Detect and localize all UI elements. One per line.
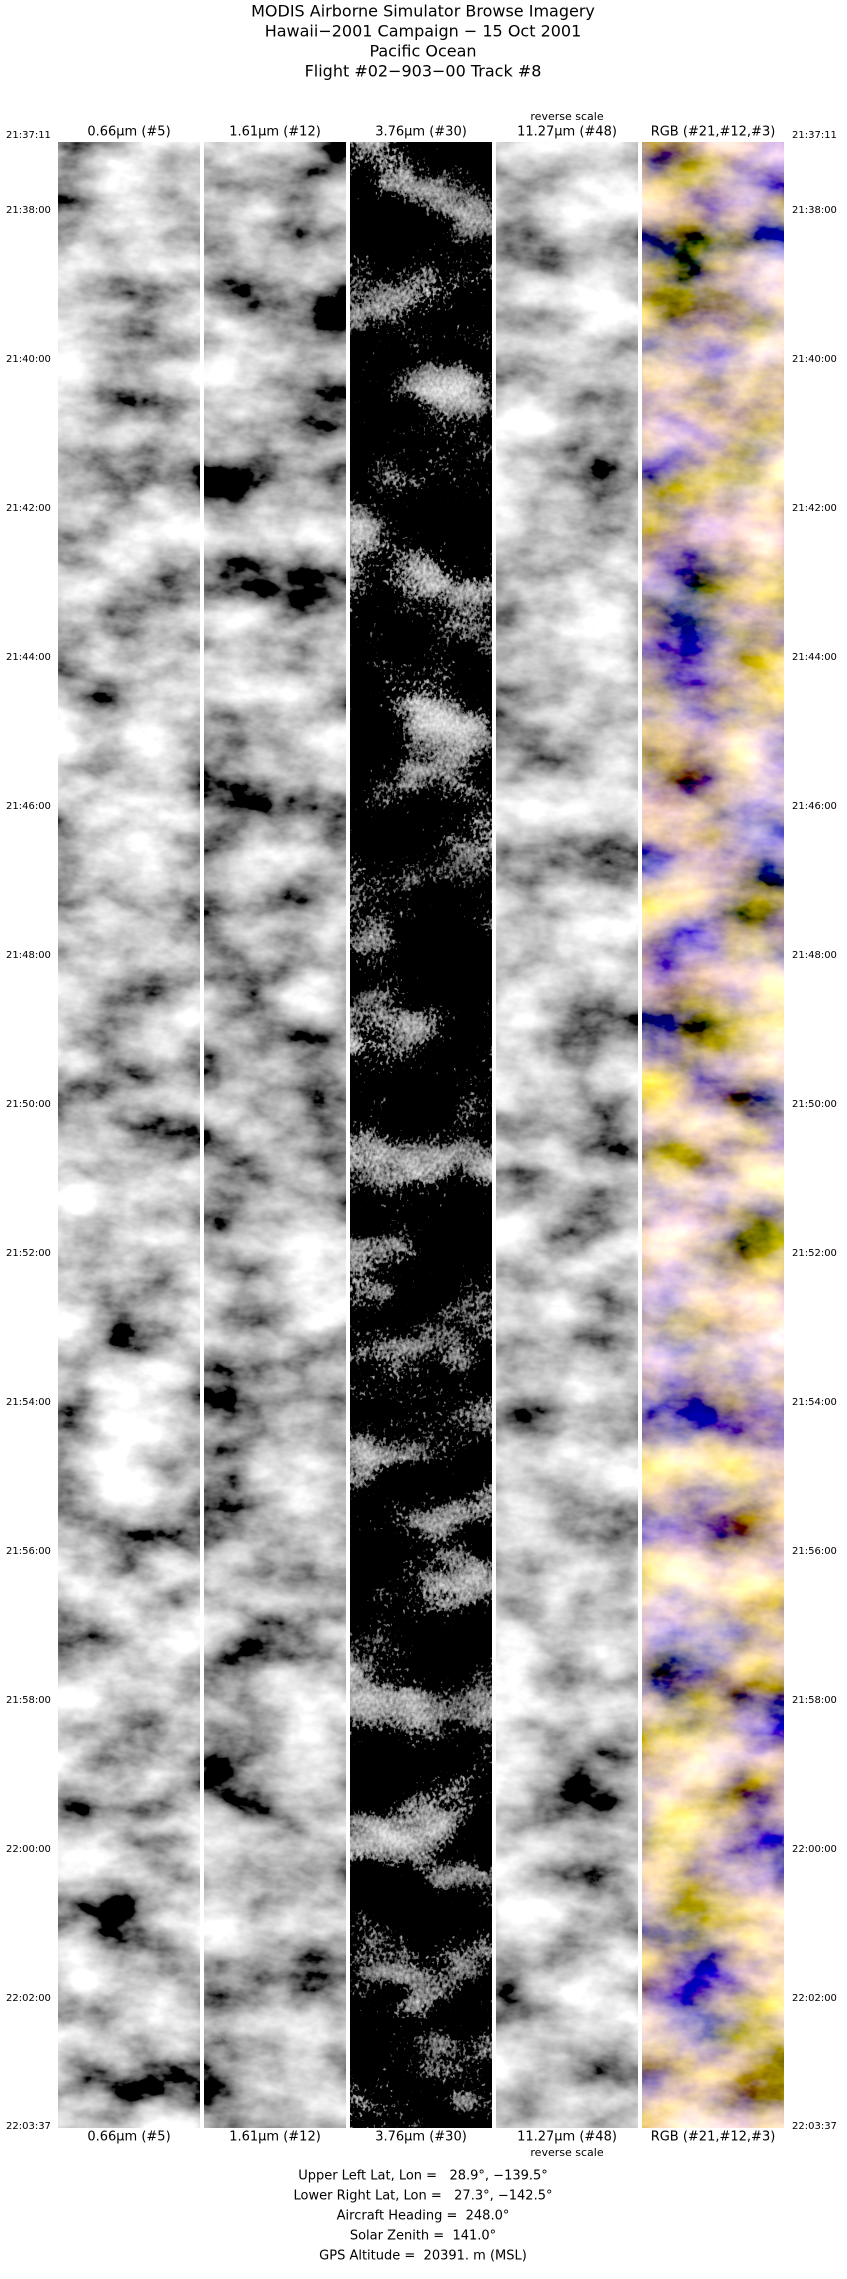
image-strip — [350, 142, 492, 2128]
time-label: 21:46:00 — [6, 801, 51, 812]
band-label: 0.66µm (#5) — [87, 2130, 170, 2145]
time-label: 21:58:00 — [792, 1695, 837, 1706]
time-label: 22:00:00 — [6, 1844, 51, 1855]
time-label: 21:50:00 — [6, 1099, 51, 1110]
time-label: 21:42:00 — [792, 503, 837, 514]
time-label: 21:46:00 — [792, 801, 837, 812]
image-strip — [58, 142, 200, 2128]
time-label: 22:02:00 — [6, 1993, 51, 2004]
time-label: 21:38:00 — [792, 205, 837, 216]
time-label: 22:03:37 — [792, 2121, 837, 2132]
band-note: reverse scale — [530, 110, 603, 123]
time-label: 21:37:11 — [792, 130, 837, 141]
footer-line: Upper Left Lat, Lon = 28.9°, −139.5° — [298, 2169, 548, 2184]
time-label: 21:48:00 — [792, 950, 837, 961]
band-label: 1.61µm (#12) — [229, 2130, 321, 2145]
time-label: 22:03:37 — [6, 2121, 51, 2132]
band-label: 11.27µm (#48) — [517, 125, 617, 140]
title-line: MODIS Airborne Simulator Browse Imagery — [251, 2, 595, 21]
image-strip — [496, 142, 638, 2128]
footer-line: Solar Zenith = 141.0° — [350, 2229, 496, 2244]
band-label: 1.61µm (#12) — [229, 125, 321, 140]
time-label: 21:58:00 — [6, 1695, 51, 1706]
footer-line: Aircraft Heading = 248.0° — [337, 2209, 510, 2224]
time-label: 21:54:00 — [792, 1397, 837, 1408]
time-label: 21:40:00 — [6, 354, 51, 365]
time-label: 21:50:00 — [792, 1099, 837, 1110]
footer-line: Lower Right Lat, Lon = 27.3°, −142.5° — [294, 2189, 553, 2204]
time-label: 22:02:00 — [792, 1993, 837, 2004]
title-line: Flight #02−903−00 Track #8 — [305, 62, 542, 81]
band-label: 3.76µm (#30) — [375, 125, 467, 140]
title-line: Hawaii−2001 Campaign − 15 Oct 2001 — [265, 22, 582, 41]
image-strip — [642, 142, 784, 2128]
time-label: 21:48:00 — [6, 950, 51, 961]
band-label: 3.76µm (#30) — [375, 2130, 467, 2145]
time-label: 21:42:00 — [6, 503, 51, 514]
time-label: 21:52:00 — [6, 1248, 51, 1259]
time-label: 21:37:11 — [6, 130, 51, 141]
time-label: 21:52:00 — [792, 1248, 837, 1259]
time-label: 21:44:00 — [792, 652, 837, 663]
time-label: 21:38:00 — [6, 205, 51, 216]
time-label: 22:00:00 — [792, 1844, 837, 1855]
band-label: RGB (#21,#12,#3) — [651, 2130, 776, 2145]
time-label: 21:44:00 — [6, 652, 51, 663]
band-note: reverse scale — [530, 2146, 603, 2159]
band-label: 0.66µm (#5) — [87, 125, 170, 140]
band-label: 11.27µm (#48) — [517, 2130, 617, 2145]
time-label: 21:54:00 — [6, 1397, 51, 1408]
time-label: 21:40:00 — [792, 354, 837, 365]
footer-line: GPS Altitude = 20391. m (MSL) — [319, 2249, 527, 2264]
image-strip — [204, 142, 346, 2128]
time-label: 21:56:00 — [792, 1546, 837, 1557]
title-line: Pacific Ocean — [369, 42, 476, 61]
band-label: RGB (#21,#12,#3) — [651, 125, 776, 140]
time-label: 21:56:00 — [6, 1546, 51, 1557]
